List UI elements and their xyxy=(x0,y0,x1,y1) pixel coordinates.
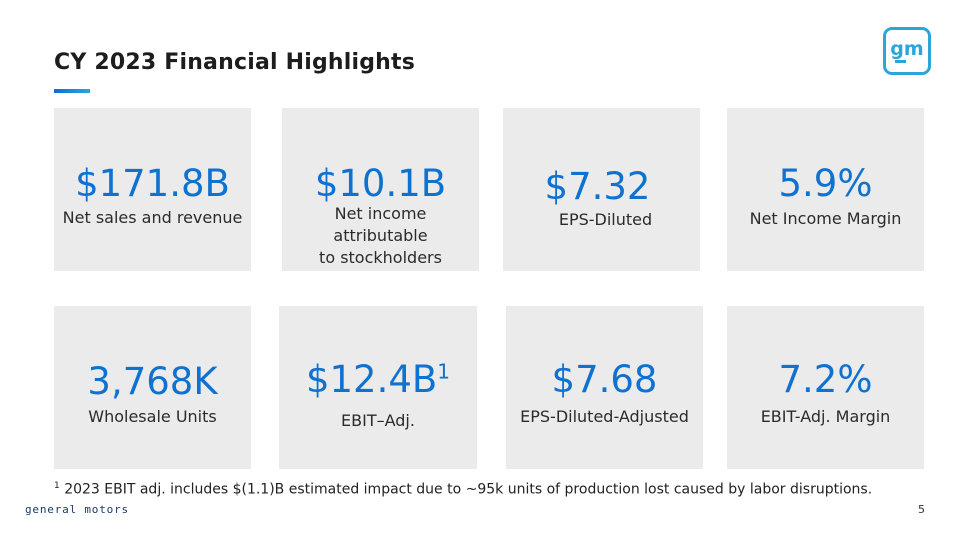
footnote-ref: 1 xyxy=(437,359,451,384)
page-number: 5 xyxy=(918,503,925,516)
metric-label: EPS-Diluted-Adjusted xyxy=(520,407,689,426)
metric-value: $7.32 xyxy=(544,165,651,208)
metric-value: 3,768K xyxy=(87,360,218,403)
metric-card-eps-diluted-adjusted: $7.68 EPS-Diluted-Adjusted xyxy=(506,306,703,469)
metric-card-wholesale-units: 3,768K Wholesale Units xyxy=(54,306,251,469)
metric-card-net-income: $10.1B Net income attributable to stockh… xyxy=(282,108,479,271)
gm-logo-text: gm xyxy=(890,38,923,60)
metric-card-ebit-adj: $12.4B1 EBIT–Adj. xyxy=(279,306,477,469)
metric-label: EPS-Diluted xyxy=(558,210,653,229)
metric-label-line: to stockholders xyxy=(319,248,442,267)
metric-value: $12.4B1 xyxy=(279,361,477,398)
metric-card-net-sales: $171.8B Net sales and revenue xyxy=(54,108,251,271)
metric-value: $171.8B xyxy=(75,162,230,205)
metric-value: $7.68 xyxy=(551,358,658,401)
metric-label: Net Income Margin xyxy=(749,209,902,228)
metric-label: EBIT-Adj. Margin xyxy=(760,407,891,426)
metric-card-eps-diluted: $7.32 EPS-Diluted xyxy=(503,108,700,271)
brand-wordmark: general motors xyxy=(25,503,129,516)
metric-label: EBIT–Adj. xyxy=(341,411,415,430)
metric-value: $10.1B xyxy=(314,162,447,205)
metric-card-ebit-adj-margin: 7.2% EBIT-Adj. Margin xyxy=(727,306,924,469)
metric-label-line: attributable xyxy=(333,226,428,245)
metric-value: 5.9% xyxy=(778,162,873,205)
title-accent-bar xyxy=(54,89,90,93)
metric-label: Net income attributable to stockholders xyxy=(282,203,479,269)
gm-logo: gm xyxy=(883,27,931,75)
metric-label: Net sales and revenue xyxy=(62,208,243,227)
slide-title: CY 2023 Financial Highlights xyxy=(54,50,416,75)
metric-value: 7.2% xyxy=(778,358,873,401)
metric-card-net-income-margin: 5.9% Net Income Margin xyxy=(727,108,924,271)
metric-label-line: Net income xyxy=(334,204,427,223)
footnote-marker: 1 xyxy=(54,481,60,491)
footnote: 1 2023 EBIT adj. includes $(1.1)B estima… xyxy=(54,481,872,498)
metric-label: Wholesale Units xyxy=(88,407,217,426)
footnote-text: 2023 EBIT adj. includes $(1.1)B estimate… xyxy=(64,481,873,498)
metric-value-text: $12.4B xyxy=(305,358,438,401)
